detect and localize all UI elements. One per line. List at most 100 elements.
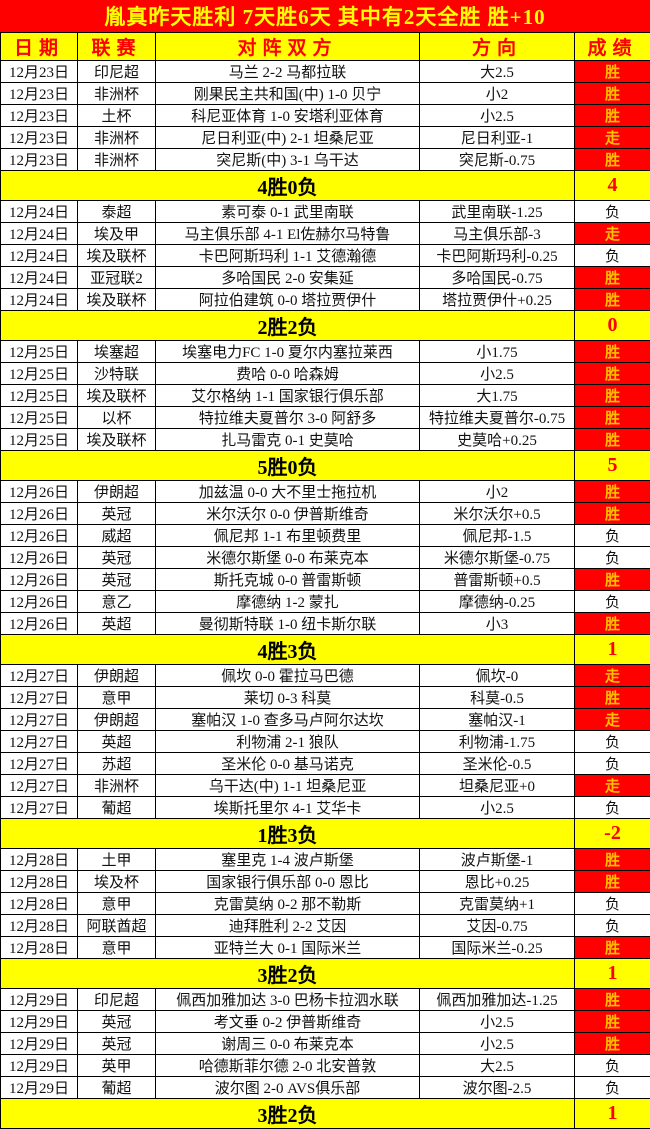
result-cell: 胜 <box>575 613 650 635</box>
result-cell: 胜 <box>575 83 650 105</box>
date-cell: 12月25日 <box>1 363 78 385</box>
results-table: 日期 联赛 对阵双方 方向 成绩 12月23日印尼超马兰 2-2 马都拉联大2.… <box>0 32 650 1129</box>
date-cell: 12月23日 <box>1 105 78 127</box>
result-cell: 胜 <box>575 105 650 127</box>
summary-score-cell: 1 <box>575 635 650 665</box>
match-cell: 佩西加雅加达 3-0 巴杨卡拉泗水联 <box>156 989 420 1011</box>
result-cell: 负 <box>575 915 650 937</box>
date-cell: 12月27日 <box>1 731 78 753</box>
direction-cell: 多哈国民-0.75 <box>420 267 575 289</box>
result-cell: 胜 <box>575 687 650 709</box>
result-cell: 负 <box>575 525 650 547</box>
direction-cell: 大2.5 <box>420 1055 575 1077</box>
summary-score-cell: 1 <box>575 1099 650 1129</box>
date-cell: 12月24日 <box>1 223 78 245</box>
league-cell: 意甲 <box>78 937 156 959</box>
match-cell: 莱切 0-3 科莫 <box>156 687 420 709</box>
league-cell: 英甲 <box>78 1055 156 1077</box>
match-cell: 素可泰 0-1 武里南联 <box>156 201 420 223</box>
date-cell: 12月28日 <box>1 893 78 915</box>
direction-cell: 普雷斯顿+0.5 <box>420 569 575 591</box>
match-cell: 曼彻斯特联 1-0 纽卡斯尔联 <box>156 613 420 635</box>
direction-cell: 尼日利亚-1 <box>420 127 575 149</box>
league-cell: 埃塞超 <box>78 341 156 363</box>
result-cell: 负 <box>575 201 650 223</box>
date-cell: 12月25日 <box>1 407 78 429</box>
match-cell: 刚果民主共和国(中) 1-0 贝宁 <box>156 83 420 105</box>
match-cell: 米德尔斯堡 0-0 布莱克本 <box>156 547 420 569</box>
league-cell: 伊朗超 <box>78 481 156 503</box>
result-cell: 走 <box>575 127 650 149</box>
column-header-direction: 方向 <box>420 33 575 61</box>
league-cell: 苏超 <box>78 753 156 775</box>
result-cell: 负 <box>575 1055 650 1077</box>
match-cell: 埃塞电力FC 1-0 夏尔内塞拉莱西 <box>156 341 420 363</box>
summary-score-cell: 1 <box>575 959 650 989</box>
league-cell: 埃及联杯 <box>78 289 156 311</box>
direction-cell: 恩比+0.25 <box>420 871 575 893</box>
match-cell: 乌干达(中) 1-1 坦桑尼亚 <box>156 775 420 797</box>
date-cell: 12月24日 <box>1 201 78 223</box>
result-cell: 走 <box>575 223 650 245</box>
summary-label-cell: 3胜2负 <box>1 959 575 989</box>
result-cell: 胜 <box>575 341 650 363</box>
date-cell: 12月27日 <box>1 797 78 819</box>
direction-cell: 米德尔斯堡-0.75 <box>420 547 575 569</box>
summary-score-cell: 0 <box>575 311 650 341</box>
league-cell: 泰超 <box>78 201 156 223</box>
date-cell: 12月26日 <box>1 569 78 591</box>
date-cell: 12月26日 <box>1 481 78 503</box>
league-cell: 印尼超 <box>78 989 156 1011</box>
date-cell: 12月25日 <box>1 429 78 451</box>
result-cell: 胜 <box>575 149 650 171</box>
direction-cell: 大1.75 <box>420 385 575 407</box>
result-cell: 胜 <box>575 989 650 1011</box>
match-cell: 加兹温 0-0 大不里士拖拉机 <box>156 481 420 503</box>
league-cell: 埃及联杯 <box>78 245 156 267</box>
direction-cell: 小2.5 <box>420 1033 575 1055</box>
match-cell: 科尼亚体育 1-0 安塔利亚体育 <box>156 105 420 127</box>
date-cell: 12月28日 <box>1 915 78 937</box>
summary-label-cell: 4胜3负 <box>1 635 575 665</box>
summary-label-cell: 4胜0负 <box>1 171 575 201</box>
match-cell: 米尔沃尔 0-0 伊普斯维奇 <box>156 503 420 525</box>
direction-cell: 摩德纳-0.25 <box>420 591 575 613</box>
league-cell: 英冠 <box>78 1033 156 1055</box>
league-cell: 非洲杯 <box>78 775 156 797</box>
direction-cell: 小2 <box>420 481 575 503</box>
result-cell: 胜 <box>575 1011 650 1033</box>
date-cell: 12月26日 <box>1 591 78 613</box>
match-cell: 亚特兰大 0-1 国际米兰 <box>156 937 420 959</box>
result-cell: 胜 <box>575 267 650 289</box>
direction-cell: 坦桑尼亚+0 <box>420 775 575 797</box>
result-cell: 胜 <box>575 1033 650 1055</box>
result-cell: 走 <box>575 709 650 731</box>
date-cell: 12月29日 <box>1 1011 78 1033</box>
league-cell: 非洲杯 <box>78 127 156 149</box>
match-cell: 阿拉伯建筑 0-0 塔拉贾伊什 <box>156 289 420 311</box>
date-cell: 12月24日 <box>1 289 78 311</box>
direction-cell: 米尔沃尔+0.5 <box>420 503 575 525</box>
result-cell: 负 <box>575 893 650 915</box>
result-cell: 负 <box>575 731 650 753</box>
column-header-match: 对阵双方 <box>156 33 420 61</box>
league-cell: 伊朗超 <box>78 709 156 731</box>
